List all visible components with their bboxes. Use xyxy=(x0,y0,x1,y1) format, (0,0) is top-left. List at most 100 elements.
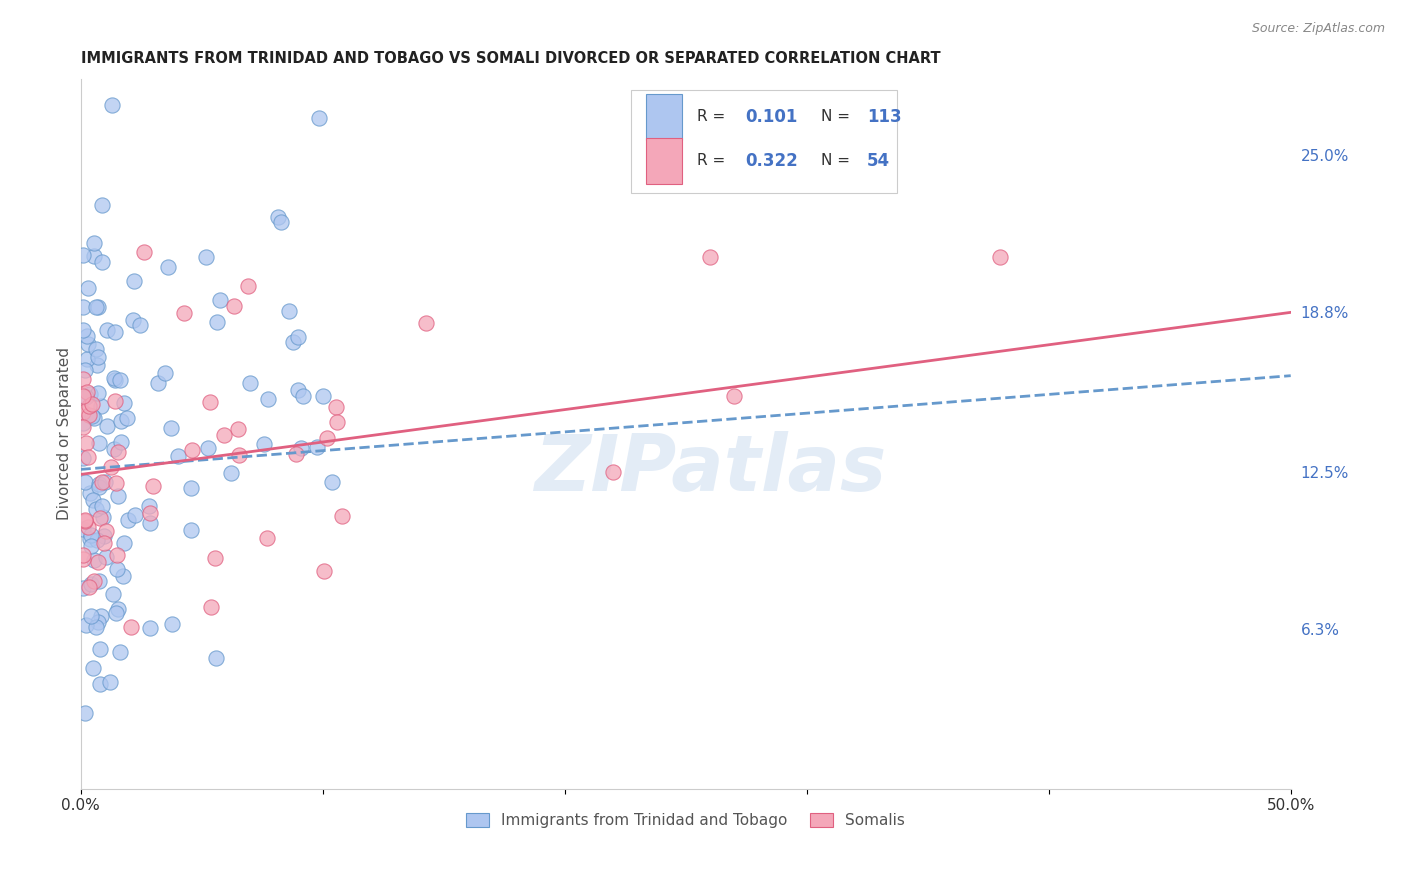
Point xyxy=(138,500,160,514)
Point xyxy=(83,574,105,588)
Point xyxy=(308,111,330,125)
Point xyxy=(104,393,127,408)
Point xyxy=(75,512,97,526)
Point xyxy=(80,527,103,541)
Point xyxy=(72,522,94,536)
Point xyxy=(292,389,315,403)
FancyBboxPatch shape xyxy=(631,90,897,193)
Point xyxy=(139,516,162,530)
Point xyxy=(107,445,129,459)
Point xyxy=(281,335,304,350)
Point xyxy=(79,387,101,401)
Point xyxy=(87,477,110,491)
Point xyxy=(83,249,105,263)
Point xyxy=(96,549,118,564)
Point xyxy=(103,442,125,457)
Point xyxy=(153,366,176,380)
Point xyxy=(107,489,129,503)
Point xyxy=(90,609,112,624)
Point xyxy=(105,475,128,490)
Point xyxy=(91,499,114,513)
Point xyxy=(87,386,110,401)
Point xyxy=(83,411,105,425)
Point xyxy=(90,399,112,413)
Point xyxy=(94,524,117,538)
Point xyxy=(79,485,101,500)
Point xyxy=(284,447,307,461)
Point xyxy=(80,539,103,553)
Point xyxy=(124,508,146,523)
Point xyxy=(120,620,142,634)
Legend: Immigrants from Trinidad and Tobago, Somalis: Immigrants from Trinidad and Tobago, Som… xyxy=(460,806,911,834)
Point xyxy=(86,358,108,372)
Point xyxy=(200,600,222,615)
Point xyxy=(198,395,221,409)
Point xyxy=(107,562,129,576)
Point xyxy=(93,529,115,543)
Point xyxy=(160,617,183,632)
Point xyxy=(602,465,624,479)
Point xyxy=(267,210,290,224)
Point xyxy=(72,416,94,430)
Text: 0.322: 0.322 xyxy=(745,152,797,169)
Point xyxy=(212,427,235,442)
Text: 113: 113 xyxy=(868,108,901,126)
Point xyxy=(87,574,110,589)
Point xyxy=(87,350,110,364)
Point xyxy=(72,451,94,466)
Point xyxy=(236,279,259,293)
Point xyxy=(148,376,170,390)
Point xyxy=(77,408,100,422)
Point xyxy=(96,419,118,434)
FancyBboxPatch shape xyxy=(645,138,682,184)
Point xyxy=(72,405,94,419)
Point xyxy=(103,325,125,339)
Point xyxy=(91,475,114,489)
Point xyxy=(122,313,145,327)
Point xyxy=(321,475,343,489)
Point xyxy=(100,97,122,112)
Point xyxy=(156,260,179,274)
Point xyxy=(139,506,162,520)
Point xyxy=(89,510,111,524)
Point xyxy=(122,274,145,288)
Point xyxy=(783,174,806,188)
Point xyxy=(75,390,97,404)
Point xyxy=(312,564,335,578)
Point xyxy=(82,397,104,411)
Point xyxy=(87,436,110,450)
FancyBboxPatch shape xyxy=(645,94,682,140)
Y-axis label: Divorced or Separated: Divorced or Separated xyxy=(58,348,72,520)
Point xyxy=(110,434,132,449)
Point xyxy=(205,650,228,665)
Point xyxy=(80,577,103,591)
Point xyxy=(112,536,135,550)
Point xyxy=(723,389,745,403)
Point xyxy=(73,475,96,490)
Point xyxy=(91,197,114,211)
Point xyxy=(139,622,162,636)
Point xyxy=(84,300,107,314)
Point xyxy=(228,448,250,462)
Point xyxy=(326,415,349,429)
Point xyxy=(75,436,97,450)
Text: 54: 54 xyxy=(868,152,890,169)
Point xyxy=(72,581,94,595)
Point xyxy=(270,215,292,229)
Point xyxy=(142,478,165,492)
Point xyxy=(256,531,278,545)
Point xyxy=(84,342,107,356)
Point xyxy=(96,323,118,337)
Point xyxy=(208,293,231,307)
Point xyxy=(79,532,101,546)
Point xyxy=(287,383,309,397)
Point xyxy=(112,569,135,583)
Point xyxy=(253,437,276,451)
Point xyxy=(94,475,117,489)
Point xyxy=(104,373,127,387)
Point xyxy=(101,587,124,601)
Point xyxy=(77,337,100,351)
Point xyxy=(89,677,111,691)
Point xyxy=(80,409,103,424)
Point xyxy=(86,533,108,547)
